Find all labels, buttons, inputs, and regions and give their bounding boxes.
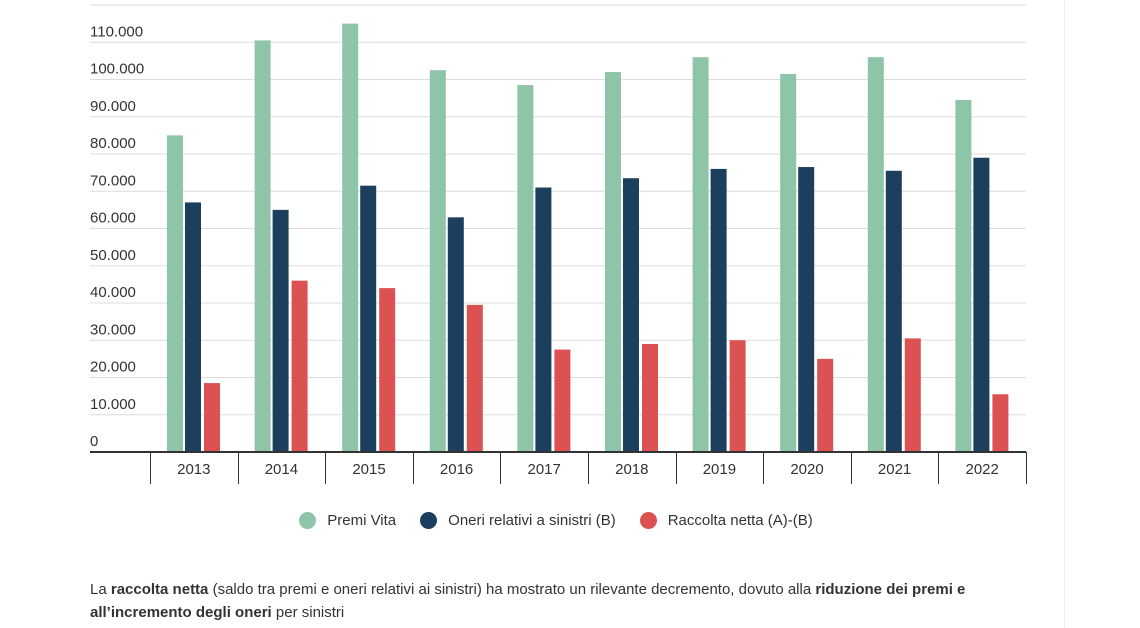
bar-raccolta-netta [204,383,220,452]
bar-raccolta-netta [729,340,746,452]
bar-oneri-sinistri [535,187,552,452]
x-tick-label: 2015 [352,461,385,478]
legend-label: Premi Vita [327,512,397,529]
legend-item: Premi Vita [299,512,396,529]
caption-text: per sinistri [271,604,345,621]
caption-text: (saldo tra premi e oneri relativi ai sin… [208,581,816,598]
bar-premi-vita [342,23,359,452]
chart-legend: Premi Vita Oneri relativi a sinistri (B) R… [0,512,1112,529]
bar-oneri-sinistri [798,167,815,452]
y-tick-label: 60.000 [90,210,136,227]
legend-label: Raccolta netta (A)-(B) [667,512,813,529]
x-tick-label: 2020 [790,461,823,478]
y-tick-label: 30.000 [90,321,136,338]
chart-caption: La raccolta netta (saldo tra premi e one… [90,578,1030,624]
bar-oneri-sinistri [710,168,727,452]
x-tick-label: 2018 [615,461,648,478]
bar-premi-vita [955,99,972,453]
bar-oneri-sinistri [973,157,990,452]
bar-premi-vita [167,135,183,452]
legend-swatch [639,512,657,529]
y-tick-label: 100.000 [90,61,144,78]
bar-raccolta-netta [642,343,658,452]
bar-raccolta-netta [554,349,571,452]
y-tick-label: 0 [90,433,98,450]
x-tick-label: 2019 [703,461,736,478]
page-divider [1064,0,1065,628]
caption-text: La [90,581,111,598]
bar-premi-vita [429,70,446,452]
bar-premi-vita [780,73,797,452]
y-tick-label: 70.000 [90,172,136,189]
bar-premi-vita [254,40,271,452]
y-tick-label: 10.000 [90,396,136,413]
caption-emphasis: raccolta netta [110,581,209,598]
x-tick-label: 2017 [528,461,561,478]
bar-raccolta-netta [904,338,921,452]
bar-premi-vita [517,85,534,453]
x-tick-label: 2013 [177,461,210,478]
bar-oneri-sinistri [360,185,377,452]
y-tick-label: 110.000 [90,23,143,40]
y-tick-label: 50.000 [90,247,136,264]
bar-raccolta-netta [992,394,1009,452]
bar-raccolta-netta [291,280,308,452]
legend-label: Oneri relativi a sinistri (B) [448,512,616,529]
bar-oneri-sinistri [185,202,201,452]
bar-premi-vita [605,72,621,453]
bar-oneri-sinistri [623,178,639,452]
y-tick-label: 80.000 [90,135,136,152]
x-tick-label: 2022 [966,461,999,478]
legend-item: Oneri relativi a sinistri (B) [420,512,616,529]
bar-raccolta-netta [379,288,396,452]
bar-oneri-sinistri [885,170,902,452]
bar-oneri-sinistri [272,209,289,452]
y-tick-label: 20.000 [90,359,136,376]
bar-premi-vita [692,57,709,453]
bar-premi-vita [867,57,884,453]
bar-oneri-sinistri [447,217,464,452]
bar-raccolta-netta [817,358,834,452]
bar-raccolta-netta [466,304,483,452]
y-tick-label: 90.000 [90,98,136,115]
x-tick-label: 2016 [440,461,473,478]
legend-item: Raccolta netta (A)-(B) [639,512,813,529]
y-tick-label: 40.000 [90,284,136,301]
caption-emphasis: riduzione dei premi e all’incremento deg… [90,581,966,621]
legend-swatch [420,512,438,529]
legend-swatch [299,512,317,529]
bar-chart: 0 10.000 20.000 30.000 40.000 50.000 60.000 70.… [90,4,1027,484]
x-tick-label: 2021 [878,461,911,478]
x-tick-label: 2014 [265,461,298,478]
